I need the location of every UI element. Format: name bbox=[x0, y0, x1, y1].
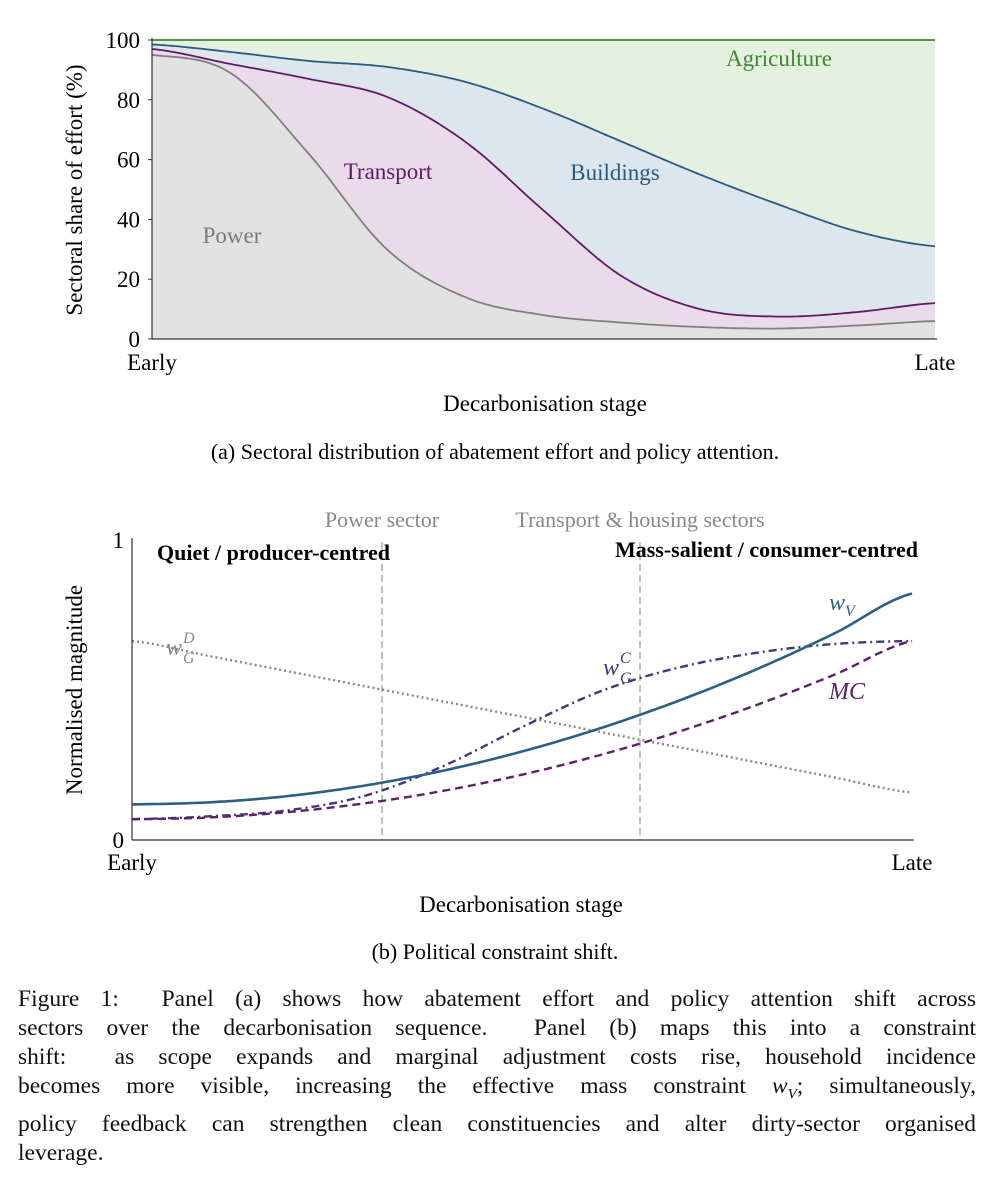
panel-b-y-tick-1: 1 bbox=[113, 528, 125, 553]
panel-b-y-tick-0: 0 bbox=[113, 828, 125, 853]
region-label-mass-salient: Mass-salient / consumer-centred bbox=[615, 537, 918, 562]
figure-caption: Figure 1: Panel (a) shows how abatement … bbox=[18, 985, 976, 1168]
caption-text: ; simultaneously, bbox=[796, 1073, 976, 1099]
caption-text: w bbox=[771, 1073, 788, 1099]
panel-b-caption: (b) Political constraint shift. bbox=[372, 939, 619, 964]
label-buildings: Buildings bbox=[570, 160, 660, 185]
caption-line: Figure 1: Panel (a) shows how abatement … bbox=[18, 985, 976, 1014]
y-tick-label: 0 bbox=[129, 327, 141, 352]
line-w-v bbox=[131, 592, 913, 806]
label-agriculture: Agriculture bbox=[726, 46, 832, 71]
caption-line: becomes more visible, increasing the eff… bbox=[18, 1072, 976, 1110]
line-buildings bbox=[151, 43, 936, 248]
panel-b-x-tick-early: Early bbox=[107, 850, 157, 875]
panel-a-lines bbox=[151, 39, 936, 330]
caption-line: leverage. bbox=[18, 1139, 976, 1168]
y-tick-label: 60 bbox=[117, 148, 140, 173]
panel-a-caption: (a) Sectoral distribution of abatement e… bbox=[211, 439, 779, 464]
line-transport bbox=[151, 48, 936, 318]
label-transport: Transport bbox=[344, 159, 433, 184]
caption-line: policy feedback can strengthen clean con… bbox=[18, 1110, 976, 1139]
label-power: Power bbox=[203, 223, 262, 248]
label-transport-housing-sectors: Transport & housing sectors bbox=[515, 507, 764, 532]
caption-text: shift: as scope expands and marginal adj… bbox=[18, 1044, 976, 1070]
panel-a-x-label: Decarbonisation stage bbox=[443, 391, 647, 416]
panel-a-areas bbox=[152, 40, 935, 340]
label-w-g-c: wC G bbox=[603, 650, 632, 687]
caption-line: sectors over the decarbonisation sequenc… bbox=[18, 1014, 976, 1043]
label-w-g-d: wD G bbox=[166, 630, 195, 667]
area-agriculture bbox=[152, 40, 935, 247]
region-label-quiet: Quiet / producer-centred bbox=[157, 540, 390, 565]
caption-text: sectors over the decarbonisation sequenc… bbox=[18, 1015, 976, 1041]
y-tick-label: 40 bbox=[117, 207, 140, 232]
label-w-v: wV bbox=[829, 590, 857, 620]
panel-b-chart: Power sector Transport & housing sectors… bbox=[62, 507, 932, 964]
caption-text: leverage. bbox=[18, 1139, 104, 1166]
y-tick-label: 80 bbox=[117, 88, 140, 113]
caption-text: becomes more visible, increasing the eff… bbox=[18, 1073, 772, 1099]
panel-a-x-tick-late: Late bbox=[915, 350, 956, 375]
caption-text: V bbox=[787, 1086, 797, 1103]
caption-line: shift: as scope expands and marginal adj… bbox=[18, 1043, 976, 1072]
y-tick-label: 100 bbox=[106, 28, 141, 53]
line-w-g-c bbox=[131, 639, 913, 821]
line-w-g-d bbox=[131, 639, 913, 794]
panel-a-x-tick-early: Early bbox=[127, 350, 177, 375]
line-power bbox=[151, 54, 936, 330]
label-mc: MC bbox=[828, 679, 866, 705]
panel-b-x-label: Decarbonisation stage bbox=[419, 892, 623, 917]
panel-b-y-label: Normalised magnitude bbox=[62, 585, 87, 795]
panel-b-x-tick-late: Late bbox=[892, 850, 933, 875]
area-buildings bbox=[152, 44, 935, 317]
caption-text: policy feedback can strengthen clean con… bbox=[18, 1110, 976, 1137]
y-tick-label: 20 bbox=[117, 267, 140, 292]
label-power-sector: Power sector bbox=[325, 507, 440, 532]
panel-b-lines bbox=[131, 592, 913, 821]
caption-text: Figure 1: Panel (a) shows how abatement … bbox=[18, 986, 976, 1012]
panel-a-chart: 0 20 40 60 80 100 Early Late Decarbonisation … bbox=[62, 28, 955, 464]
area-transport bbox=[152, 49, 935, 329]
line-mc bbox=[132, 639, 913, 821]
panel-a-y-ticks: 0 20 40 60 80 100 bbox=[106, 28, 152, 352]
panel-a-y-label: Sectoral share of effort (%) bbox=[62, 64, 87, 315]
area-power bbox=[152, 54, 935, 340]
